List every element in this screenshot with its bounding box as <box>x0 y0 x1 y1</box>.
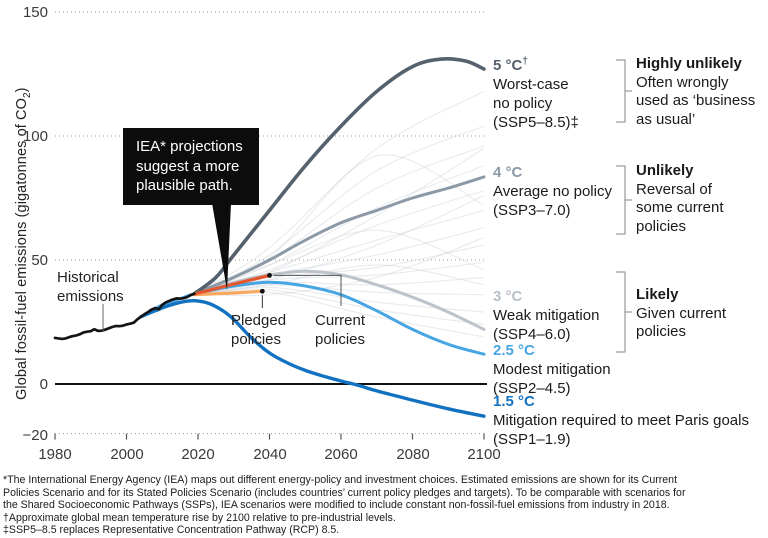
callout-pointer <box>212 203 231 290</box>
series-end-dot <box>267 272 272 278</box>
y-tick-150: 150 <box>22 4 48 21</box>
y-tick-neg20: −20 <box>22 427 48 444</box>
likelihood-unlikely: Unlikely Reversal of some current polici… <box>636 162 724 235</box>
likelihood-highly-unlikely: Highly unlikely Often wrongly used as ‘b… <box>636 55 756 128</box>
iea-callout-box: IEA* projections suggest a more plausibl… <box>123 128 259 205</box>
current-leader-line <box>273 274 342 306</box>
ensemble-line-1 <box>194 125 485 295</box>
series-pledged-policies-iea-stated-policies-sce <box>192 289 264 297</box>
x-tick-1980: 1980 <box>38 446 72 463</box>
y-tick-50: 50 <box>31 252 48 269</box>
ensemble-line-17 <box>194 237 485 297</box>
x-tick-2040: 2040 <box>253 446 287 463</box>
callout-text: IEA* projections <box>136 138 243 155</box>
pledged-policies-label: Pledged policies <box>231 312 287 348</box>
x-tick-2100: 2100 <box>467 446 501 463</box>
x-tick-2020: 2020 <box>181 446 215 463</box>
scenario-label-4c: 4 °C Average no policy (SSP3–7.0) <box>493 164 612 219</box>
scenario-label-2-5c: 2.5 °C Modest mitigation (SSP2–4.5) <box>493 342 611 397</box>
x-tick-2060: 2060 <box>324 446 358 463</box>
scenario-label-3c: 3 °C Weak mitigation (SSP4–6.0) <box>493 288 600 343</box>
ensemble-line-15 <box>194 195 485 295</box>
ensemble-line-12 <box>194 288 485 326</box>
x-tick-2080: 2080 <box>396 446 430 463</box>
current-policies-label: Current policies <box>315 312 366 348</box>
x-tick-2000: 2000 <box>110 446 144 463</box>
scenario-label-1-5c: 1.5 °C Mitigation required to meet Paris… <box>493 393 749 448</box>
series-historical-emissions <box>53 292 196 341</box>
likelihood-likely: Likely Given current policies <box>636 286 727 340</box>
series-current-policies-iea-current-policies-sc <box>192 273 272 296</box>
ensemble-line-0 <box>194 90 485 295</box>
y-tick-100: 100 <box>22 128 48 145</box>
ensemble-line-3 <box>194 165 485 295</box>
historical-emissions-label: Historical emissions <box>57 269 124 305</box>
ensemble-line-13 <box>194 290 485 338</box>
y-tick-0: 0 <box>39 376 48 393</box>
series-4-c-average-no-policy-ssp3-7-0- <box>192 175 486 296</box>
footnotes: *The International Energy Agency (IEA) m… <box>3 474 686 537</box>
series-1-5-c-mitigation-required-to-meet-paris- <box>139 298 486 418</box>
series-end-dot <box>259 288 265 294</box>
scenario-label-5c: 5 °C† Worst-case no policy (SSP5–8.5)‡ <box>493 56 579 131</box>
ensemble-line-19 <box>194 264 485 295</box>
